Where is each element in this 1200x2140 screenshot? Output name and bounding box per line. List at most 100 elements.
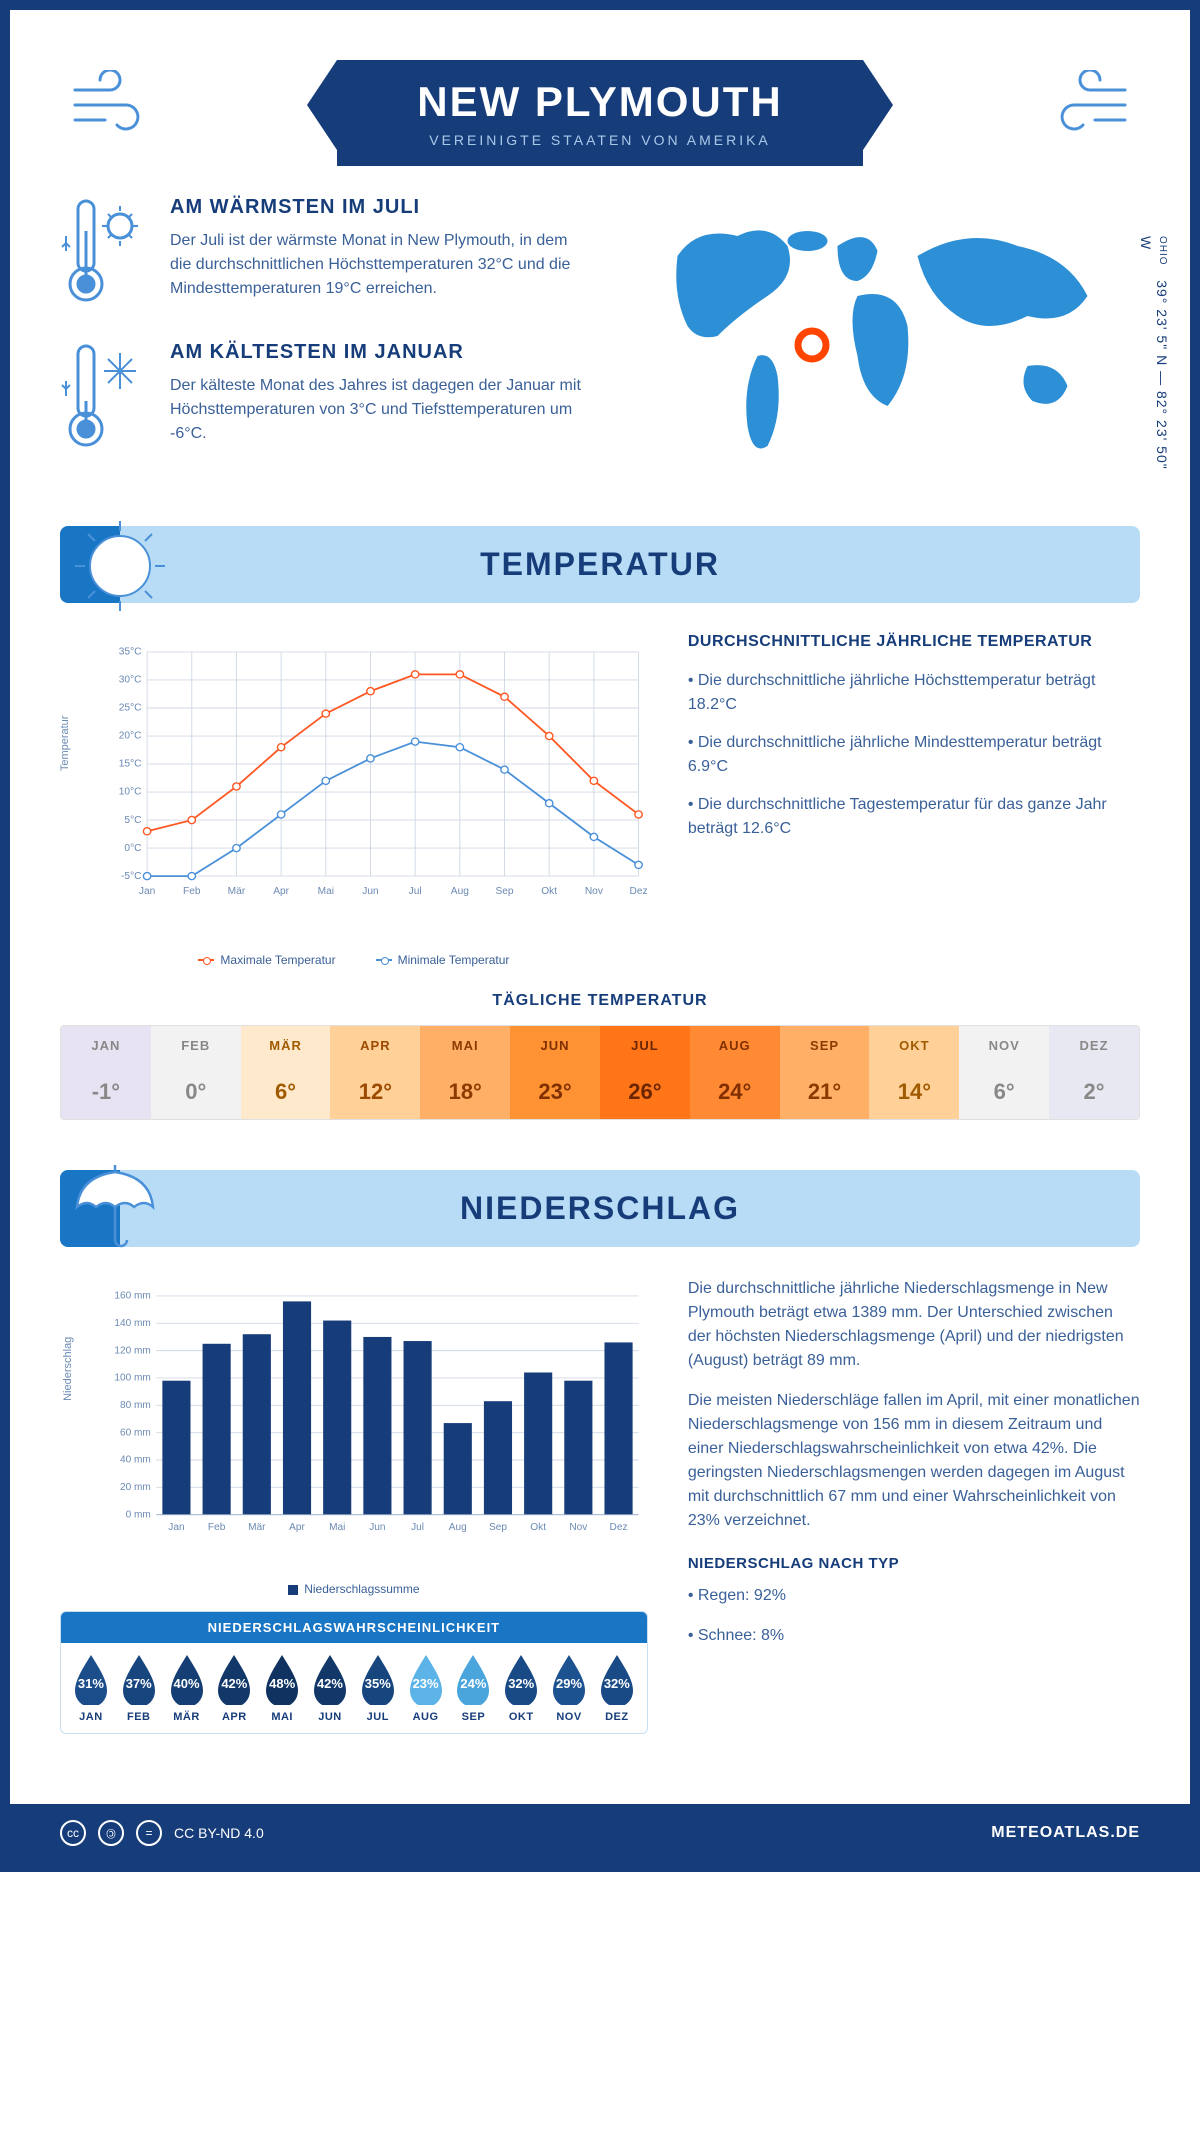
precip-summary: Die durchschnittliche jährliche Niedersc… — [688, 1277, 1140, 1734]
umbrella-icon — [70, 1160, 160, 1260]
world-map — [615, 196, 1140, 476]
nd-icon: = — [136, 1820, 162, 1846]
daily-cell: NOV6° — [959, 1026, 1049, 1119]
svg-text:Aug: Aug — [451, 886, 469, 897]
page-title: NEW PLYMOUTH — [417, 78, 782, 126]
prob-cell: 32% OKT — [499, 1653, 543, 1723]
daily-cell: JUN23° — [510, 1026, 600, 1119]
svg-text:Dez: Dez — [610, 1522, 628, 1533]
svg-text:120 mm: 120 mm — [115, 1345, 151, 1356]
svg-text:40 mm: 40 mm — [120, 1455, 151, 1466]
bar-chart-legend: Niederschlagssumme — [60, 1582, 648, 1596]
prob-cell: 31% JAN — [69, 1653, 113, 1723]
prob-cell: 42% APR — [212, 1653, 256, 1723]
svg-text:Aug: Aug — [449, 1522, 467, 1533]
svg-text:Feb: Feb — [183, 886, 201, 897]
svg-text:80 mm: 80 mm — [120, 1400, 151, 1411]
svg-text:-5°C: -5°C — [121, 871, 141, 882]
page-footer: cc 🄯 = CC BY-ND 4.0 METEOATLAS.DE — [10, 1804, 1190, 1862]
wind-icon — [1045, 70, 1130, 145]
svg-text:20 mm: 20 mm — [120, 1482, 151, 1493]
svg-text:Jan: Jan — [168, 1522, 184, 1533]
by-icon: 🄯 — [98, 1820, 124, 1846]
daily-cell: FEB0° — [151, 1026, 241, 1119]
svg-text:Dez: Dez — [630, 886, 648, 897]
prob-cell: 35% JUL — [356, 1653, 400, 1723]
daily-cell: OKT14° — [869, 1026, 959, 1119]
svg-text:Okt: Okt — [530, 1522, 546, 1533]
coordinates: OHIO 39° 23' 5" N — 82° 23' 50" W — [1138, 236, 1170, 486]
precip-bar-chart: Niederschlag 0 mm20 mm40 mm60 mm80 mm100… — [60, 1277, 648, 1577]
daily-cell: SEP21° — [780, 1026, 870, 1119]
svg-text:Mär: Mär — [248, 1522, 266, 1533]
svg-text:Okt: Okt — [541, 886, 557, 897]
thermometer-cold-icon — [60, 341, 150, 456]
svg-text:Nov: Nov — [585, 886, 603, 897]
svg-text:100 mm: 100 mm — [115, 1373, 151, 1384]
svg-text:Sep: Sep — [489, 1522, 507, 1533]
precip-probability-box: NIEDERSCHLAGSWAHRSCHEINLICHKEIT 31% JAN … — [60, 1611, 648, 1734]
prob-cell: 32% DEZ — [595, 1653, 639, 1723]
daily-temp-heading: TÄGLICHE TEMPERATUR — [60, 992, 1140, 1010]
svg-text:35°C: 35°C — [119, 647, 142, 658]
wind-icon — [70, 70, 155, 145]
svg-text:25°C: 25°C — [119, 703, 142, 714]
prob-cell: 37% FEB — [117, 1653, 161, 1723]
page-header: NEW PLYMOUTH VEREINIGTE STAATEN VON AMER… — [60, 40, 1140, 196]
svg-text:Mär: Mär — [228, 886, 246, 897]
svg-text:60 mm: 60 mm — [120, 1427, 151, 1438]
svg-text:30°C: 30°C — [119, 675, 142, 686]
daily-cell: MAI18° — [420, 1026, 510, 1119]
svg-text:Apr: Apr — [289, 1522, 305, 1533]
prob-cell: 48% MAI — [260, 1653, 304, 1723]
sun-icon — [70, 516, 170, 621]
svg-text:Jun: Jun — [362, 886, 378, 897]
page-subtitle: VEREINIGTE STAATEN VON AMERIKA — [417, 132, 782, 148]
daily-cell: APR12° — [330, 1026, 420, 1119]
svg-text:0°C: 0°C — [124, 843, 141, 854]
svg-text:Feb: Feb — [208, 1522, 226, 1533]
thermometer-hot-icon — [60, 196, 150, 311]
coldest-text: Der kälteste Monat des Jahres ist dagege… — [170, 374, 585, 446]
prob-cell: 42% JUN — [308, 1653, 352, 1723]
svg-text:Jul: Jul — [409, 886, 422, 897]
svg-text:20°C: 20°C — [119, 731, 142, 742]
info-section: AM WÄRMSTEN IM JULI Der Juli ist der wär… — [60, 196, 1140, 486]
svg-text:Mai: Mai — [329, 1522, 345, 1533]
svg-text:10°C: 10°C — [119, 787, 142, 798]
temperature-section-header: TEMPERATUR — [60, 526, 1140, 603]
site-name: METEOATLAS.DE — [991, 1824, 1140, 1842]
daily-temp-table: JAN-1° FEB0° MÄR6° APR12° MAI18° JUN23° … — [60, 1025, 1140, 1120]
svg-text:Sep: Sep — [495, 886, 514, 897]
prob-cell: 24% SEP — [452, 1653, 496, 1723]
prob-cell: 40% MÄR — [165, 1653, 209, 1723]
svg-text:Jan: Jan — [139, 886, 155, 897]
svg-text:140 mm: 140 mm — [115, 1318, 151, 1329]
coldest-title: AM KÄLTESTEN IM JANUAR — [170, 341, 585, 364]
temperature-line-chart: Temperatur -5°C0°C5°C10°C15°C20°C25°C30°… — [60, 633, 648, 953]
license-text: CC BY-ND 4.0 — [174, 1825, 264, 1841]
prob-cell: 23% AUG — [404, 1653, 448, 1723]
svg-text:Jun: Jun — [369, 1522, 385, 1533]
svg-text:Jul: Jul — [411, 1522, 424, 1533]
svg-text:Nov: Nov — [569, 1522, 587, 1533]
daily-cell: MÄR6° — [241, 1026, 331, 1119]
daily-cell: DEZ2° — [1049, 1026, 1139, 1119]
svg-text:0 mm: 0 mm — [126, 1509, 151, 1520]
warmest-title: AM WÄRMSTEN IM JULI — [170, 196, 585, 219]
warmest-text: Der Juli ist der wärmste Monat in New Pl… — [170, 229, 585, 301]
line-chart-legend: Maximale Temperatur Minimale Temperatur — [60, 953, 648, 967]
svg-text:160 mm: 160 mm — [115, 1291, 151, 1302]
svg-text:Apr: Apr — [273, 886, 290, 897]
daily-cell: AUG24° — [690, 1026, 780, 1119]
map-pin-icon — [794, 327, 830, 368]
prob-cell: 29% NOV — [547, 1653, 591, 1723]
cc-icon: cc — [60, 1820, 86, 1846]
temperature-summary: DURCHSCHNITTLICHE JÄHRLICHE TEMPERATUR •… — [688, 633, 1140, 967]
daily-cell: JAN-1° — [61, 1026, 151, 1119]
svg-text:15°C: 15°C — [119, 759, 142, 770]
precip-section-header: NIEDERSCHLAG — [60, 1170, 1140, 1247]
svg-text:5°C: 5°C — [124, 815, 141, 826]
daily-cell: JUL26° — [600, 1026, 690, 1119]
svg-text:Mai: Mai — [318, 886, 334, 897]
